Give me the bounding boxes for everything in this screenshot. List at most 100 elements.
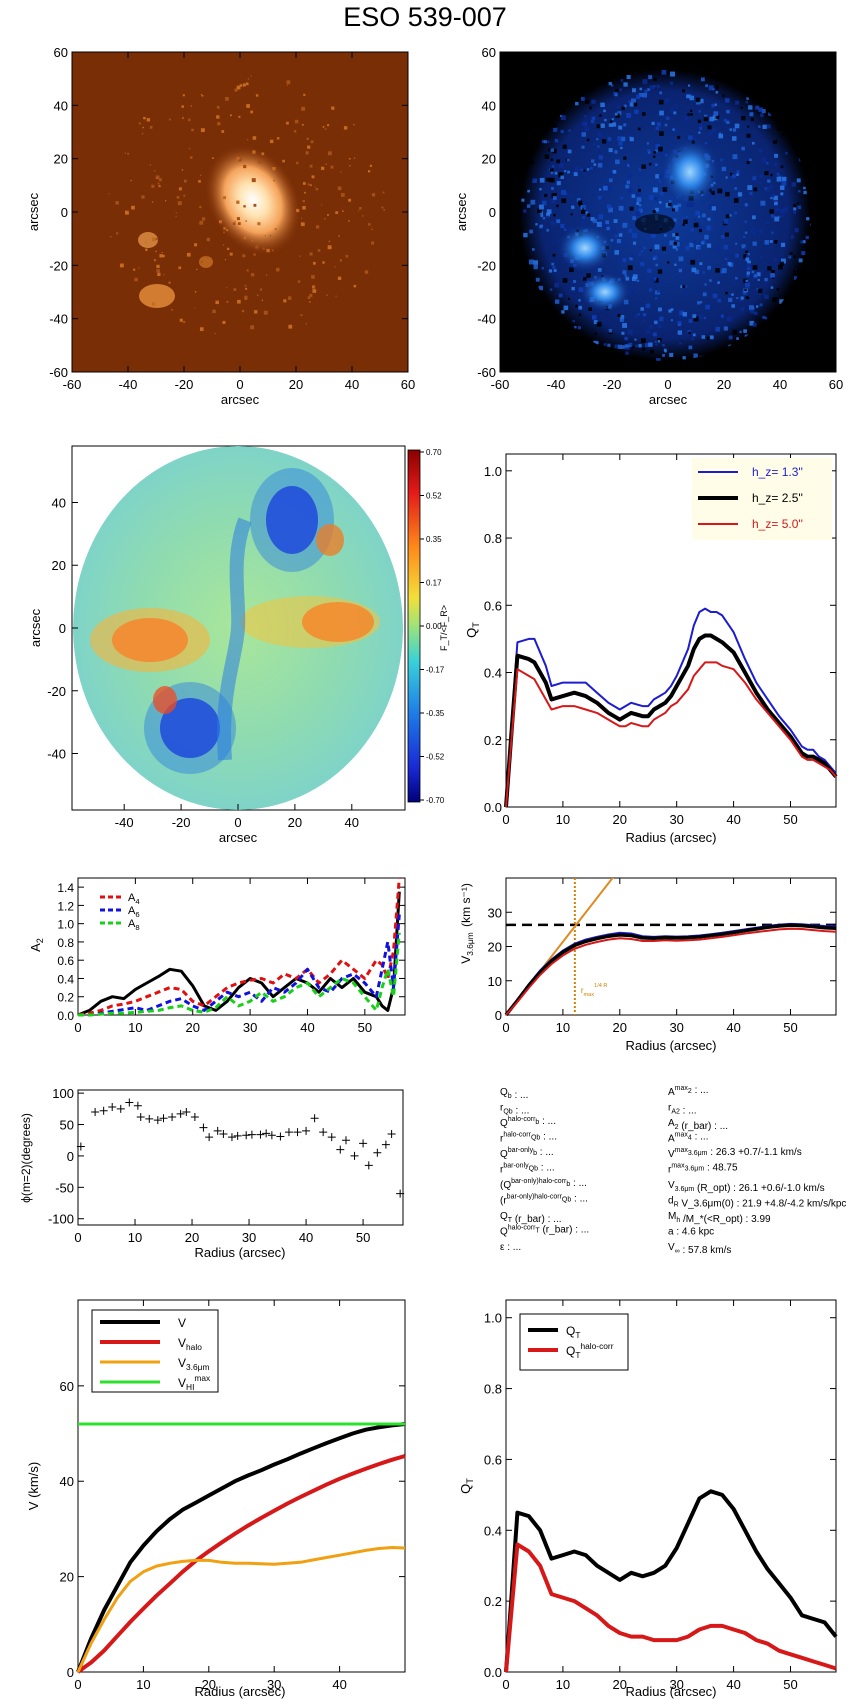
blue-speckle-dot bbox=[758, 288, 763, 293]
blue-speckle-dot bbox=[622, 222, 628, 228]
orange-speckle-dot bbox=[222, 244, 225, 246]
blue-speckle-dot bbox=[682, 89, 686, 93]
blue-speckle-dot bbox=[608, 207, 613, 213]
blue-speckle-dot bbox=[575, 101, 579, 106]
blue-speckle-dot bbox=[596, 341, 599, 344]
orange-speckle-dot bbox=[302, 182, 306, 185]
orange-speckle-dot bbox=[312, 289, 317, 293]
blue-speckle-dot bbox=[652, 187, 658, 193]
y-tick-label: 10 bbox=[488, 974, 502, 989]
blue-speckle-dot bbox=[564, 170, 567, 173]
y-tick-label: 0 bbox=[495, 1008, 502, 1023]
blue-speckle-dot bbox=[690, 113, 693, 116]
x-tick-label: 30 bbox=[242, 1230, 256, 1245]
blue-speckle-dot bbox=[621, 106, 625, 111]
blue-speckle-dot bbox=[757, 278, 760, 281]
blue-speckle-dot bbox=[554, 282, 560, 288]
orange-speckle-dot bbox=[168, 118, 171, 121]
blue-speckle-dot bbox=[702, 292, 707, 297]
blue-speckle-dot bbox=[691, 337, 695, 341]
orange-speckle-dot bbox=[286, 80, 291, 85]
blue-speckle-dot bbox=[612, 169, 617, 174]
blue-speckle-dot bbox=[745, 279, 748, 283]
y-tick-label: -60 bbox=[477, 365, 496, 380]
blue-speckle-dot bbox=[755, 105, 760, 110]
x-tick-label: 50 bbox=[356, 1230, 370, 1245]
blue-speckle-dot bbox=[649, 288, 653, 292]
blue-speckle-dot bbox=[690, 109, 693, 112]
x-tick-label: 0 bbox=[502, 1677, 509, 1692]
blue-speckle-dot bbox=[541, 139, 546, 144]
orange-speckle-dot bbox=[315, 187, 319, 191]
blue-speckle-dot bbox=[764, 294, 769, 300]
blue-speckle-dot bbox=[750, 117, 755, 122]
orange-speckle-dot bbox=[349, 165, 351, 167]
parameter-entry: Qhalo-corrT (r_bar) : ... bbox=[500, 1225, 589, 1238]
blue-speckle-dot bbox=[661, 69, 667, 75]
blue-speckle-dot bbox=[724, 232, 729, 237]
blue-speckle-dot bbox=[751, 141, 755, 145]
blue-speckle-dot bbox=[639, 87, 643, 91]
orange-speckle-dot bbox=[214, 332, 216, 335]
blue-speckle-dot bbox=[687, 113, 690, 116]
blue-speckle-dot bbox=[603, 343, 607, 346]
blue-speckle-dot bbox=[640, 338, 646, 344]
blue-speckle-dot bbox=[535, 277, 540, 282]
parameter-entry: V∞ : 57.8 km/s bbox=[668, 1242, 731, 1256]
orange-speckle-dot bbox=[242, 83, 246, 87]
orange-speckle-dot bbox=[171, 308, 173, 311]
blue-speckle-dot bbox=[746, 97, 749, 100]
blue-speckle-dot bbox=[714, 103, 717, 106]
orange-speckle-dot bbox=[309, 164, 313, 168]
blue-speckle-dot bbox=[731, 293, 734, 296]
blue-speckle-dot bbox=[707, 125, 712, 130]
orange-speckle-dot bbox=[244, 295, 248, 300]
orange-speckle-dot bbox=[127, 152, 130, 155]
legend-label: QThalo-corr bbox=[566, 1341, 614, 1360]
y-tick-label: 0.0 bbox=[484, 1665, 502, 1680]
phase-point bbox=[262, 1129, 271, 1138]
image-panel-blue: -60-60 -40 -40 -20 -20 0 0 20 20 40 40 60 60 arcsec ar… bbox=[454, 45, 843, 407]
blue-speckle-dot bbox=[674, 207, 679, 212]
blue-speckle-dot bbox=[722, 94, 725, 97]
y-tick-label: 0.0 bbox=[484, 800, 502, 815]
blue-speckle-dot bbox=[593, 340, 598, 346]
orange-speckle-dot bbox=[175, 212, 177, 214]
blue-speckle-dot bbox=[606, 226, 610, 231]
orange-speckle-dot bbox=[326, 294, 328, 297]
orange-speckle-dot bbox=[324, 128, 327, 130]
orange-speckle-dot bbox=[241, 309, 245, 313]
orange-speckle-dot bbox=[322, 126, 325, 128]
x-axis-label: arcsec bbox=[649, 392, 688, 407]
blue-speckle-dot bbox=[803, 190, 807, 195]
blue-speckle-dot bbox=[760, 270, 763, 273]
x-tick-label: 20 bbox=[289, 377, 303, 392]
x-tick-label: 20 bbox=[613, 1677, 627, 1692]
series-line bbox=[505, 661, 837, 808]
blue-speckle-dot bbox=[721, 166, 727, 172]
parameter-entry: rA2 : ... bbox=[668, 1103, 697, 1117]
blue-speckle-dot bbox=[723, 118, 727, 123]
blue-speckle-dot bbox=[695, 210, 700, 216]
x-tick-label: 40 bbox=[345, 377, 359, 392]
blue-speckle-dot bbox=[699, 262, 703, 266]
blue-speckle-dot bbox=[695, 97, 701, 103]
x-tick-label: 30 bbox=[267, 1677, 281, 1692]
blue-speckle-dot bbox=[527, 189, 530, 193]
orange-speckle-dot bbox=[335, 295, 337, 297]
orange-speckle-dot bbox=[252, 136, 257, 140]
blue-speckle-dot bbox=[628, 163, 632, 166]
blue-speckle-dot bbox=[656, 84, 660, 89]
phase-point bbox=[364, 1161, 373, 1170]
blue-speckle-dot bbox=[773, 240, 778, 244]
blue-speckle-dot bbox=[809, 223, 811, 227]
blue-speckle-dot bbox=[697, 215, 701, 218]
blue-speckle-dot bbox=[617, 136, 622, 141]
blue-speckle-dot bbox=[774, 216, 780, 222]
phase-point bbox=[267, 1131, 276, 1140]
blue-speckle-dot bbox=[655, 297, 658, 300]
blue-speckle-dot bbox=[632, 216, 637, 220]
orange-speckle-dot bbox=[194, 291, 197, 293]
blue-speckle-dot bbox=[631, 88, 636, 93]
blue-speckle-dot bbox=[746, 263, 752, 268]
